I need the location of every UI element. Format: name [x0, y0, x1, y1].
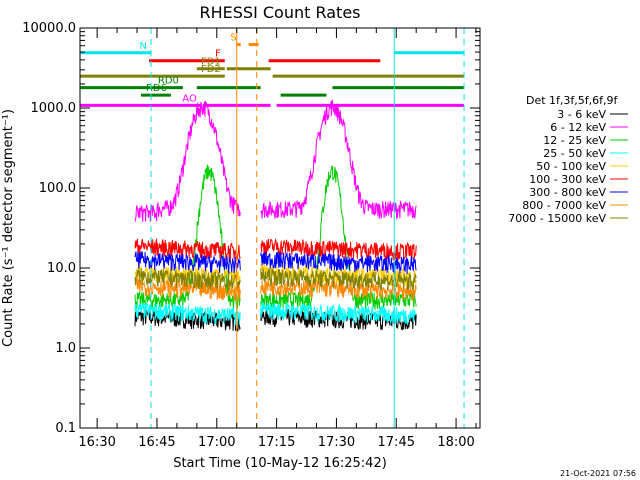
y-axis-label: Count Rate (s⁻¹ detector segment⁻¹) — [1, 109, 16, 347]
legend-label-7000-15000-kev: 7000 - 15000 keV — [508, 212, 606, 225]
legend-label-12-25-kev: 12 - 25 keV — [543, 134, 606, 147]
series-line-100-300-kev — [134, 238, 241, 261]
x-tick-label: 17:45 — [378, 435, 415, 450]
flag-label: N — [140, 41, 147, 52]
y-tick-label: 10.0 — [47, 261, 76, 276]
timestamp: 21-Oct-2021 07:56 — [560, 469, 636, 478]
series-line-6-12-kev — [134, 101, 241, 222]
series-300-800-kev — [134, 251, 417, 275]
flag-label: FD2 — [201, 64, 221, 75]
flag-label: FD1 — [201, 57, 221, 68]
series-layer — [134, 99, 417, 332]
series-line-6-12-kev — [260, 99, 417, 220]
legend-label-6-12-kev: 6 - 12 keV — [550, 121, 606, 134]
x-tick-label: 16:45 — [138, 435, 175, 450]
x-tick-label: 17:00 — [198, 435, 235, 450]
flag-label: S — [230, 33, 236, 44]
series-line-7000-15000-kev — [134, 268, 241, 291]
flag-label: RD0 — [158, 76, 179, 87]
flag-bar-f: F — [148, 49, 381, 63]
legend-label-100-300-kev: 100 - 300 keV — [529, 173, 606, 186]
x-tick-label: 17:30 — [318, 435, 355, 450]
series-100-300-kev — [134, 238, 417, 262]
flag-bar-fd2: FD2 — [80, 64, 465, 78]
y-tick-label: 10000.0 — [22, 21, 76, 36]
x-tick-label: 17:15 — [258, 435, 295, 450]
series-line-25-50-kev — [134, 302, 241, 325]
y-tick-label: 1000.0 — [31, 101, 77, 116]
y-tick-label: 100.0 — [39, 181, 76, 196]
series-line-100-300-kev — [260, 238, 417, 262]
y-tick-label: 1.0 — [55, 341, 76, 356]
series-line-7000-15000-kev — [260, 268, 417, 291]
x-tick-label: 18:00 — [437, 435, 474, 450]
legend-label-800-7000-kev: 800 - 7000 keV — [522, 199, 606, 212]
legend-label-25-50-kev: 25 - 50 keV — [543, 147, 606, 160]
x-axis-label: Start Time (10-May-12 16:25:42) — [173, 456, 387, 471]
flag-bar-rd6: RD6 — [141, 83, 327, 97]
series-line-25-50-kev — [260, 302, 417, 326]
flag-label: F — [215, 49, 221, 60]
legend-label-50-100-kev: 50 - 100 keV — [536, 160, 606, 173]
flag-bar-rd0: RD0 — [80, 76, 465, 90]
flag-label: AO — [182, 93, 197, 104]
y-tick-label: 0.1 — [55, 421, 76, 436]
series-6-12-kev — [134, 99, 417, 222]
series-7000-15000-kev — [134, 268, 417, 291]
legend-label-300-800-kev: 300 - 800 keV — [529, 186, 606, 199]
flag-bar-n: N — [80, 41, 465, 55]
x-axis: 16:30 16:45 17:00 17:15 17:30 17:45 18:00 — [78, 28, 477, 450]
series-line-300-800-kev — [134, 251, 241, 274]
chart-title: RHESSI Count Rates — [200, 3, 361, 22]
series-25-50-kev — [134, 302, 417, 326]
legend-title: Det 1f,3f,5f,6f,9f — [526, 94, 619, 107]
series-line-800-7000-kev — [260, 278, 417, 301]
flag-bar-fd1: FD1 — [196, 57, 271, 71]
flag-label: RD6 — [146, 83, 167, 94]
legend-label-3-6-kev: 3 - 6 keV — [557, 108, 606, 121]
plot-frame — [79, 27, 481, 429]
x-tick-label: 16:30 — [78, 435, 115, 450]
series-line-300-800-kev — [260, 251, 417, 275]
series-line-12-25-kev — [134, 164, 241, 310]
y-axis: 0.1 1.0 10.0 100.0 1000.0 10000.0 — [22, 21, 480, 436]
